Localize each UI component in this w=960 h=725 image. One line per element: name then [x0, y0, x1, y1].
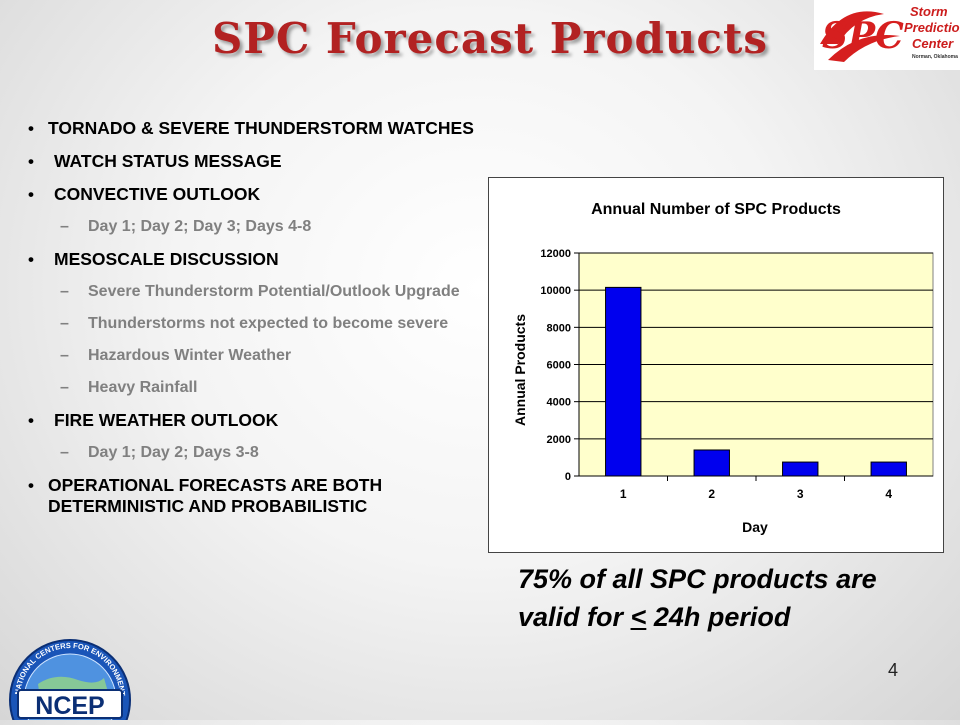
sub-bullet-item: – Thunderstorms not expected to become s… [20, 314, 480, 334]
bullet-item: • CONVECTIVE OUTLOOK [20, 184, 480, 205]
sub-bullet-dash: – [60, 283, 69, 300]
bullet-dot: • [28, 250, 34, 269]
sub-bullet-dash: – [60, 218, 69, 235]
callout-line2: valid for < 24h period [518, 598, 958, 636]
spc-logo-line3: Center [912, 36, 954, 51]
chart-title: Annual Number of SPC Products [591, 201, 841, 218]
sub-bullet-dash: – [60, 315, 69, 332]
x-tick-label: 2 [708, 487, 715, 501]
x-tick-label: 1 [620, 487, 627, 501]
chart-y-axis-label: Annual Products [512, 314, 528, 426]
ncep-logo: NATIONAL CENTERS FOR ENVIRONMENTAL PREDI… [0, 625, 140, 725]
sub-bullet-item: – Severe Thunderstorm Potential/Outlook … [20, 282, 480, 302]
spc-logo-line1: Storm [910, 4, 948, 19]
chart-svg: Annual Number of SPC Products Annual Pro… [512, 201, 934, 535]
x-tick-label: 3 [797, 487, 804, 501]
bullet-text: WATCH STATUS MESSAGE [54, 151, 282, 171]
callout-line1: 75% of all SPC products are [518, 564, 877, 594]
bar [782, 461, 819, 477]
bullet-text: MESOSCALE DISCUSSION [54, 249, 279, 269]
callout-line2-post: 24h period [646, 602, 791, 632]
bullet-item: • WATCH STATUS MESSAGE [20, 151, 480, 172]
sub-bullet-text: Thunderstorms not expected to become sev… [88, 315, 449, 332]
sub-bullet-text: Day 1; Day 2; Days 3-8 [88, 444, 259, 461]
y-tick-label: 6000 [547, 360, 571, 372]
sub-bullet-item: – Day 1; Day 2; Days 3-8 [20, 443, 480, 463]
y-tick-label: 12000 [540, 248, 571, 260]
y-tick-label: 10000 [540, 285, 571, 297]
bullet-dot: • [28, 152, 34, 171]
spc-logo-line2: Prediction [904, 20, 960, 35]
bar [605, 286, 642, 477]
bullet-text: CONVECTIVE OUTLOOK [54, 184, 261, 204]
spc-logo: SPC Storm Prediction Center Norman, Okla… [814, 0, 960, 70]
chart-x-axis-label: Day [742, 519, 768, 535]
sub-bullet-item: – Hazardous Winter Weather [20, 346, 480, 366]
x-tick-label: 4 [885, 487, 892, 501]
bullet-text: FIRE WEATHER OUTLOOK [54, 410, 279, 430]
sub-bullet-item: – Day 1; Day 2; Day 3; Days 4-8 [20, 217, 480, 237]
bar [870, 461, 907, 477]
spc-logo-line4: Norman, Oklahoma [912, 54, 958, 60]
bullet-item: • TORNADO & SEVERE THUNDERSTORM WATCHES [20, 118, 480, 139]
callout-line2-pre: valid for [518, 602, 631, 632]
bar [693, 449, 730, 477]
bullet-text: OPERATIONAL FORECASTS ARE BOTH DETERMINI… [48, 475, 383, 516]
callout-text: 75% of all SPC products are valid for < … [518, 560, 958, 636]
sub-bullet-dash: – [60, 379, 69, 396]
page-number: 4 [888, 660, 899, 680]
sub-bullet-dash: – [60, 444, 69, 461]
y-tick-label: 8000 [547, 322, 571, 334]
bullet-dot: • [28, 119, 34, 138]
ncep-abbr: NCEP [35, 692, 104, 720]
sub-bullet-text: Hazardous Winter Weather [88, 347, 292, 364]
y-tick-label: 4000 [547, 397, 571, 409]
bullet-item: • MESOSCALE DISCUSSION [20, 249, 480, 270]
bar-chart: Annual Number of SPC Products Annual Pro… [488, 177, 944, 553]
sub-bullet-text: Day 1; Day 2; Day 3; Days 4-8 [88, 218, 312, 235]
sub-bullet-item: – Heavy Rainfall [20, 378, 480, 398]
sub-bullet-text: Severe Thunderstorm Potential/Outlook Up… [88, 283, 460, 300]
slide-title: SPC Forecast Products [211, 14, 769, 63]
bullet-text: TORNADO & SEVERE THUNDERSTORM WATCHES [48, 118, 474, 138]
bullet-dot: • [28, 411, 34, 430]
spc-logo-letters: SPC [822, 15, 904, 57]
y-tick-label: 0 [565, 471, 571, 483]
sub-bullet-text: Heavy Rainfall [88, 379, 198, 396]
bullet-list: • TORNADO & SEVERE THUNDERSTORM WATCHES … [20, 118, 480, 529]
y-tick-label: 2000 [547, 434, 571, 446]
callout-less-than: < [630, 602, 647, 632]
sub-bullet-dash: – [60, 347, 69, 364]
bullet-item: • FIRE WEATHER OUTLOOK [20, 410, 480, 431]
bullet-item: • OPERATIONAL FORECASTS ARE BOTH DETERMI… [20, 475, 480, 517]
bullet-dot: • [28, 476, 34, 495]
bullet-dot: • [28, 185, 34, 204]
